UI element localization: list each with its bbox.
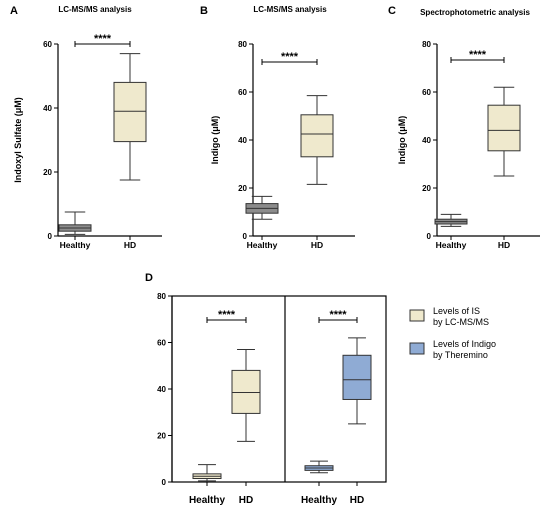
panel-c-letter: C bbox=[388, 5, 396, 17]
panel-d-group2-significance-label: **** bbox=[329, 309, 347, 321]
panel-c-y-tick-label: 40 bbox=[422, 136, 431, 145]
panel-c-y-tick-label: 20 bbox=[422, 184, 431, 193]
panel-b-x-tick-label: Healthy bbox=[247, 240, 278, 250]
panel-d-group1-hd-box bbox=[231, 369, 261, 414]
panel-c-y-tick-label: 60 bbox=[422, 88, 431, 97]
panel-b-letter: B bbox=[200, 5, 208, 17]
panel-d-legend-label: Levels of Indigo bbox=[433, 339, 496, 349]
panel-c-hd-box bbox=[487, 104, 521, 152]
panel-b-y-label: Indigo (μM) bbox=[210, 116, 220, 165]
panel-d-legend-swatch bbox=[409, 342, 425, 355]
panel-a-significance-label: **** bbox=[94, 33, 112, 45]
panel-d-x-tick-label: HD bbox=[239, 495, 253, 506]
panel-c-y-tick-label: 80 bbox=[422, 40, 431, 49]
panel-d-y-tick-label: 80 bbox=[157, 292, 166, 301]
panel-a-y-tick-label: 40 bbox=[43, 104, 52, 113]
panel-a-y-tick-label: 20 bbox=[43, 168, 52, 177]
panel-a-y-tick-label: 60 bbox=[43, 40, 52, 49]
panel-d-y-tick-label: 0 bbox=[162, 478, 167, 487]
panel-d-legend-swatch bbox=[409, 309, 425, 322]
panel-b-significance-label: **** bbox=[281, 51, 299, 63]
panel-a-x-tick-label: Healthy bbox=[60, 240, 91, 250]
panel-c-y-tick-label: 0 bbox=[427, 232, 432, 241]
panel-a-y-tick-label: 0 bbox=[48, 232, 53, 241]
panel-b-y-tick-label: 20 bbox=[238, 184, 247, 193]
panel-d-group1-significance-label: **** bbox=[218, 309, 236, 321]
panel-a-hd-box bbox=[113, 81, 147, 143]
panel-d-y-tick-label: 20 bbox=[157, 432, 166, 441]
panel-d-legend-label: by LC-MS/MS bbox=[433, 317, 489, 327]
panel-d-x-tick-label: Healthy bbox=[189, 495, 226, 506]
panel-a-x-tick-label: HD bbox=[124, 240, 136, 250]
panel-d-x-tick-label: Healthy bbox=[301, 495, 338, 506]
panel-b-y-tick-label: 60 bbox=[238, 88, 247, 97]
panel-c-significance-label: **** bbox=[469, 49, 487, 61]
panel-a-letter: A bbox=[10, 5, 18, 17]
panel-b-y-tick-label: 80 bbox=[238, 40, 247, 49]
panel-d-group2-hd-box bbox=[342, 354, 372, 400]
panel-d-legend-label: by Theremino bbox=[433, 350, 488, 360]
panel-b-hd-box bbox=[300, 114, 334, 158]
panel-a-title: LC-MS/MS analysis bbox=[58, 5, 132, 14]
panel-d-y-tick-label: 60 bbox=[157, 339, 166, 348]
panel-d-y-tick-label: 40 bbox=[157, 385, 166, 394]
panel-d-x-tick-label: HD bbox=[350, 495, 364, 506]
panel-b-y-tick-label: 0 bbox=[243, 232, 248, 241]
panel-c-y-label: Indigo (μM) bbox=[397, 116, 407, 165]
panel-c-title: Spectrophotometric analysis bbox=[420, 8, 530, 17]
panel-d-legend-label: Levels of IS bbox=[433, 306, 480, 316]
panel-c-x-tick-label: HD bbox=[498, 240, 510, 250]
panel-a-y-label: Indoxyl Sulfate (μM) bbox=[13, 97, 23, 183]
panel-b-y-tick-label: 40 bbox=[238, 136, 247, 145]
panel-c-x-tick-label: Healthy bbox=[436, 240, 467, 250]
panel-b-title: LC-MS/MS analysis bbox=[253, 5, 327, 14]
panel-d-letter: D bbox=[145, 272, 153, 284]
panel-b-x-tick-label: HD bbox=[311, 240, 323, 250]
